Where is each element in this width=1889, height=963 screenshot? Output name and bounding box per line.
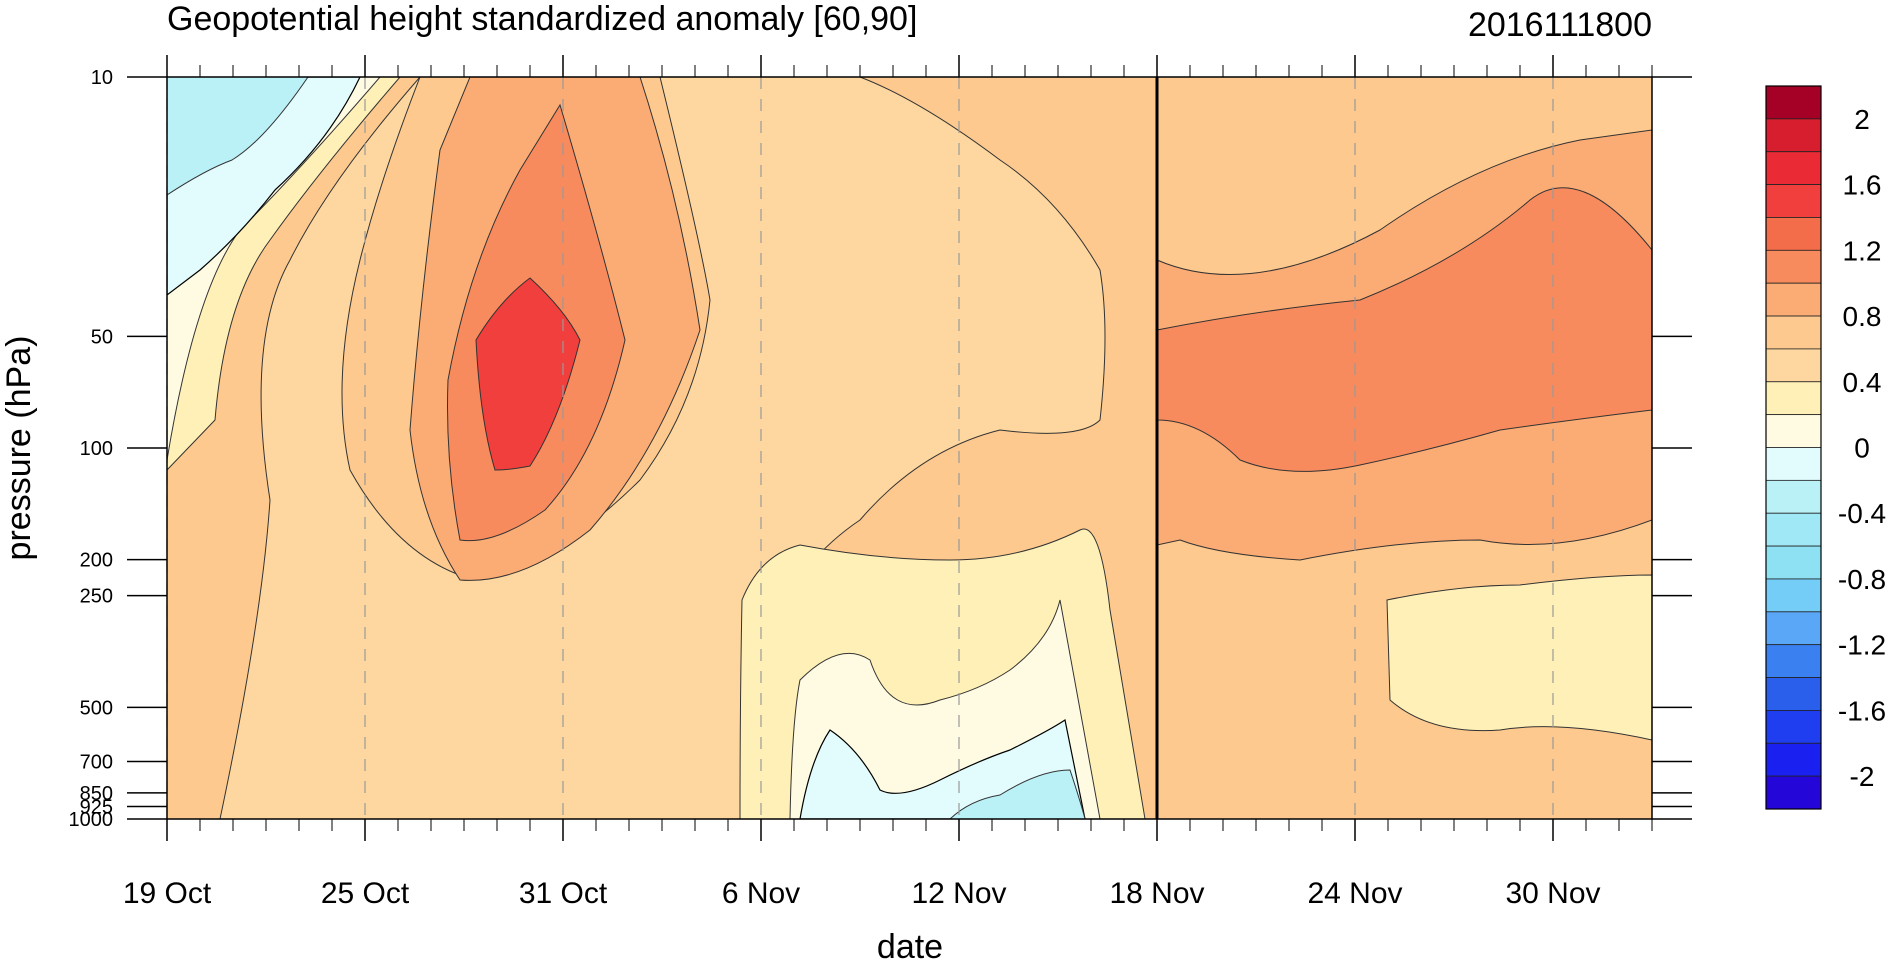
y-tick-label: 10: [91, 67, 113, 89]
x-tick-label: 31 Oct: [519, 877, 608, 910]
colorbar-tick-label: 0.4: [1843, 367, 1882, 398]
y-tick-label: 100: [80, 438, 113, 460]
y-tick-label: 700: [80, 752, 113, 774]
colorbar-swatch: [1765, 611, 1822, 646]
x-tick-label: 12 Nov: [911, 877, 1006, 910]
colorbar-tick-label: -0.4: [1838, 498, 1886, 529]
colorbar-swatch: [1765, 217, 1822, 251]
colorbar-swatch: [1765, 447, 1822, 481]
contour-region: [167, 77, 309, 196]
colorbar-swatch: [1765, 282, 1822, 317]
contour-fills: [167, 77, 1652, 819]
x-axis-ticks: 19 Oct 25 Oct 31 Oct 6 Nov 12 Nov 18 Nov 24 No…: [123, 55, 1653, 910]
y-tick-label: 500: [80, 697, 113, 719]
y-tick-label: 250: [80, 586, 113, 608]
colorbar-swatch: [1765, 775, 1822, 810]
colorbar-swatch: [1765, 151, 1822, 185]
contour-region: [475, 277, 581, 471]
contour-region: [1156, 187, 1652, 472]
colorbar-tick-label: 0: [1854, 433, 1870, 464]
colorbar-tick-label: -1.6: [1838, 695, 1886, 726]
chart-title: Geopotential height standardized anomaly…: [167, 0, 917, 38]
x-axis-label: date: [877, 928, 943, 963]
colorbar-swatch: [1765, 249, 1822, 284]
y-axis-label: pressure (hPa): [0, 336, 38, 561]
x-tick-label: 18 Nov: [1109, 877, 1204, 910]
contour-region: [1386, 574, 1652, 741]
colorbar-swatch: [1765, 578, 1822, 613]
colorbar-swatch: [1765, 742, 1822, 777]
colorbar-swatch: [1765, 677, 1822, 711]
y-tick-label: 50: [91, 326, 113, 348]
x-tick-label: 30 Nov: [1505, 877, 1600, 910]
colorbar: 2 1.6 1.2 0.8 0.4 0 -0.4 -0.8 -1.2 -1.6 -2: [1765, 85, 1886, 810]
x-tick-label: 25 Oct: [321, 877, 410, 910]
y-tick-label: 925: [80, 796, 113, 818]
colorbar-swatch: [1765, 381, 1822, 416]
plot-area: 19 Oct 25 Oct 31 Oct 6 Nov 12 Nov 18 Nov 24 No…: [69, 55, 1692, 910]
colorbar-swatch: [1765, 545, 1822, 580]
y-tick-label: 850: [80, 783, 113, 805]
colorbar-frame: [1765, 85, 1822, 810]
y-tick-label: 1000: [69, 809, 114, 831]
colorbar-swatch: [1765, 479, 1822, 514]
x-tick-label: 24 Nov: [1307, 877, 1402, 910]
y-tick-label: 200: [80, 550, 113, 572]
colorbar-tick-label: 1.6: [1843, 170, 1882, 201]
x-tick-label: 6 Nov: [722, 877, 800, 910]
colorbar-swatch: [1765, 644, 1822, 678]
colorbar-tick-label: 0.8: [1843, 301, 1882, 332]
colorbar-swatch: [1765, 512, 1822, 547]
chart-date-label: 2016111800: [1468, 6, 1652, 44]
colorbar-swatch: [1765, 710, 1822, 744]
colorbar-swatch: [1765, 85, 1822, 120]
colorbar-swatch: [1765, 118, 1822, 153]
contour-region: [949, 769, 1086, 819]
colorbar-tick-label: -0.8: [1838, 564, 1886, 595]
colorbar-tick-label: 2: [1854, 104, 1870, 135]
x-tick-label: 19 Oct: [123, 877, 212, 910]
colorbar-tick-label: -2: [1850, 761, 1875, 792]
colorbar-tick-label: 1.2: [1843, 235, 1882, 266]
colorbar-swatch: [1765, 315, 1822, 350]
colorbar-swatch: [1765, 184, 1822, 218]
colorbar-swatch: [1765, 414, 1822, 448]
colorbar-tick-label: -1.2: [1838, 630, 1886, 661]
colorbar-swatch: [1765, 348, 1822, 383]
